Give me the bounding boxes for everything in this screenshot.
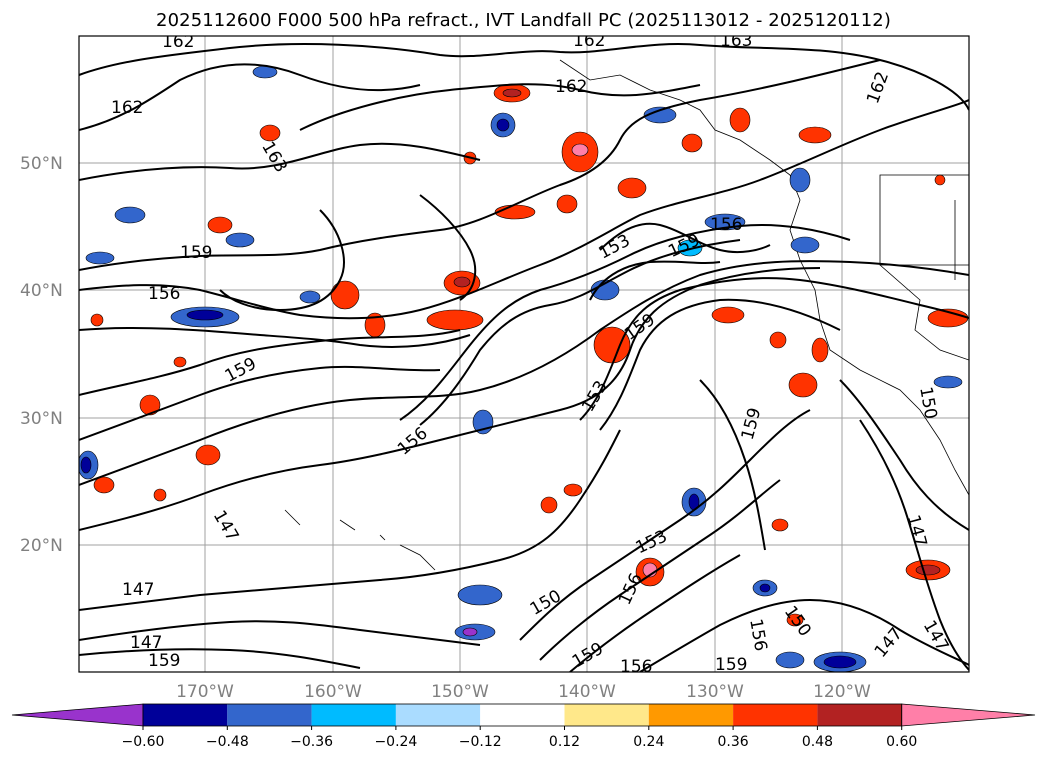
colorbar-tick-label: −0.60 (122, 734, 165, 750)
lon-label: 170°W (176, 682, 234, 702)
contour-lines (79, 42, 969, 672)
colorbar-tick-label: 0.36 (718, 734, 749, 750)
colorbar-extend-high (901, 703, 1036, 727)
coastlines (284, 59, 969, 571)
lon-label: 120°W (813, 682, 871, 702)
lon-label: 130°W (686, 682, 744, 702)
graticule (79, 36, 969, 672)
contour-label: 147 (130, 633, 162, 653)
colorbar-labels: −0.60 −0.48 −0.36 −0.24 −0.12 0.12 0.24 0.36 0.4… (122, 726, 917, 750)
colorbar-tick-label: 0.12 (549, 734, 580, 750)
shaded-field (79, 65, 969, 672)
latitude-labels: 50°N 40°N 30°N 20°N (20, 154, 63, 556)
map-title: 2025112600 F000 500 hPa refract., IVT La… (156, 10, 891, 31)
map-border (78, 35, 970, 673)
colorbar-tick-label: 0.48 (802, 734, 833, 750)
colorbar-tick-label: −0.48 (206, 734, 249, 750)
lat-label: 30°N (20, 409, 63, 429)
contour-label: 159 (715, 655, 747, 675)
colorbar-segment (143, 704, 228, 726)
colorbar-tick-label: 0.60 (886, 734, 917, 750)
contour-label: 159 (148, 651, 180, 671)
colorbar-segment (480, 704, 565, 726)
contour-label: 162 (162, 32, 194, 52)
colorbar-segment (311, 704, 396, 726)
contour-label: 162 (555, 77, 587, 97)
contour-label: 159 (180, 243, 212, 263)
contour-label: 163 (720, 31, 752, 51)
colorbar-extend-low (11, 703, 144, 727)
contour-label: 156 (620, 657, 652, 677)
colorbar-tick-label: −0.36 (290, 734, 333, 750)
colorbar-tick-label: −0.12 (459, 734, 502, 750)
contour-label: 156 (148, 284, 180, 304)
colorbar-segment (227, 704, 312, 726)
contour-label: 162 (573, 31, 605, 51)
colorbar (11, 703, 1036, 727)
colorbar-tick-label: 0.24 (633, 734, 664, 750)
lat-label: 20°N (20, 536, 63, 556)
colorbar-segment (733, 704, 818, 726)
colorbar-segment (648, 704, 734, 726)
longitude-labels: 170°W 160°W 150°W 140°W 130°W 120°W (176, 682, 871, 702)
contour-label: 162 (111, 98, 143, 118)
colorbar-tick-label: −0.24 (374, 734, 417, 750)
contour-label: 156 (710, 215, 742, 235)
lon-label: 140°W (558, 682, 616, 702)
lon-label: 150°W (431, 682, 489, 702)
lon-label: 160°W (304, 682, 362, 702)
colorbar-segment (817, 704, 902, 726)
lat-label: 40°N (20, 281, 63, 301)
colorbar-outline (142, 703, 903, 727)
contour-label: 147 (122, 580, 154, 600)
lat-label: 50°N (20, 154, 63, 174)
colorbar-segment (564, 704, 649, 726)
colorbar-segment (395, 704, 481, 726)
